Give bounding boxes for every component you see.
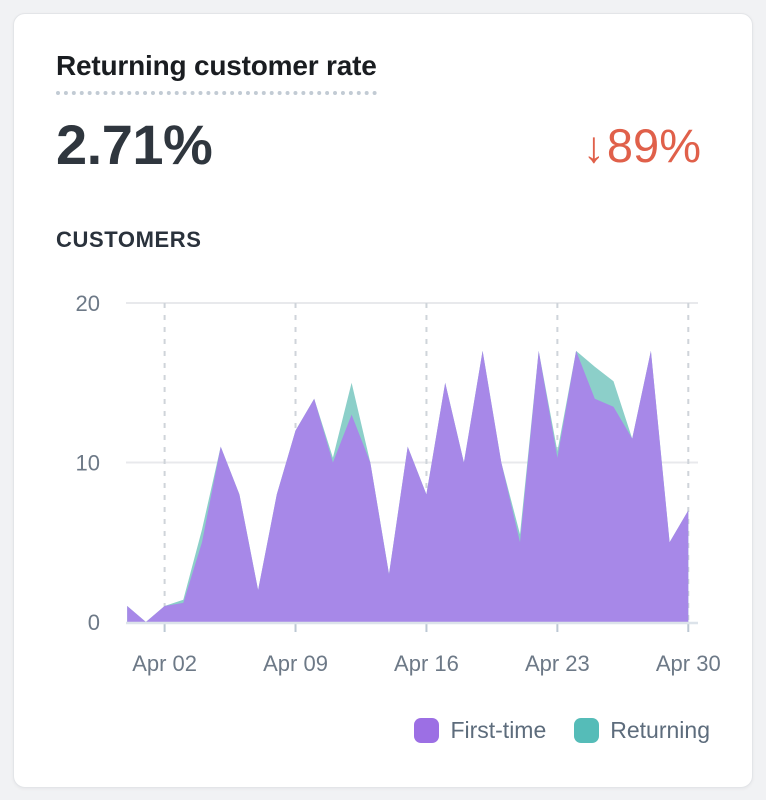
svg-text:Apr 16: Apr 16 [394,651,459,676]
svg-text:Apr 09: Apr 09 [263,651,328,676]
chart-legend: First-time Returning [414,717,710,744]
svg-text:Apr 23: Apr 23 [525,651,590,676]
down-arrow-icon: ↓ [582,123,605,172]
card-title[interactable]: Returning customer rate [56,50,377,95]
metric-value: 2.71% [56,113,213,176]
svg-text:20: 20 [76,291,100,316]
svg-text:Apr 30: Apr 30 [656,651,721,676]
legend-item-first-time: First-time [414,717,546,744]
first-time-swatch-icon [414,718,440,743]
svg-text:10: 10 [76,451,100,476]
legend-label-first-time: First-time [450,717,547,743]
metric-delta-badge: ↓ 89% [583,118,701,173]
svg-text:Apr 02: Apr 02 [132,651,197,676]
customers-section-label: CUSTOMERS [56,227,202,252]
legend-item-returning: Returning [574,717,710,744]
metric-delta-value: 89% [606,119,701,172]
returning-customer-rate-card: Returning customer rate 2.71% ↓ 89% CUST… [13,13,753,788]
svg-text:0: 0 [88,610,100,635]
legend-label-returning: Returning [610,717,710,743]
customers-area-chart[interactable]: 0 10 20 Apr 02 Apr 09 Apr 16 Apr 23 Apr 30 [14,14,754,789]
returning-swatch-icon [574,718,600,743]
